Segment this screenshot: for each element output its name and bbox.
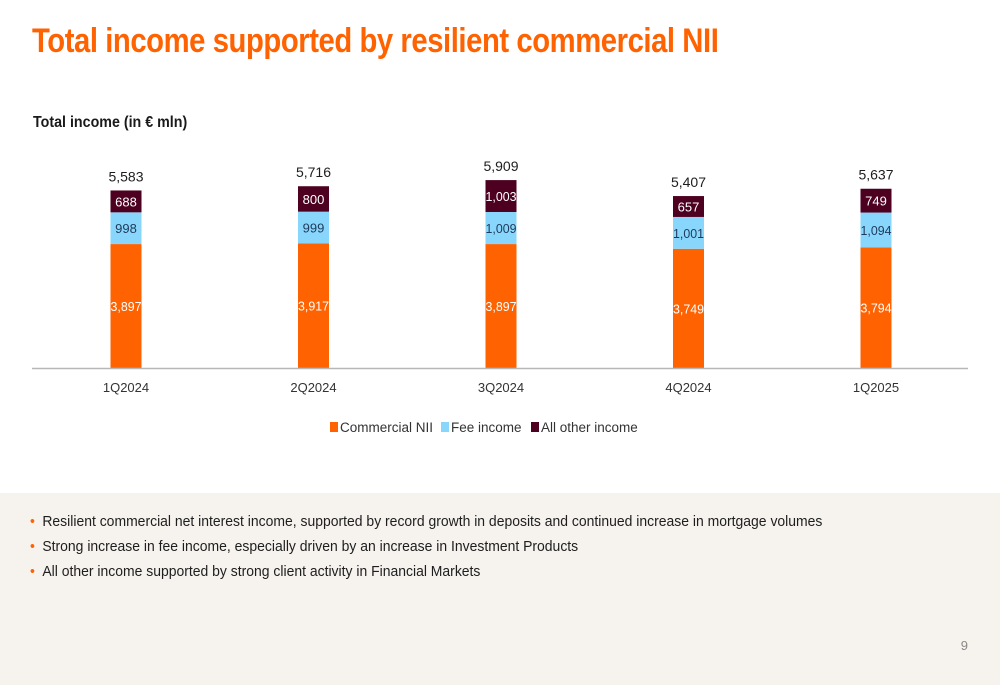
x-tick-label: 3Q2024 (478, 380, 524, 395)
data-label: 3,749 (673, 301, 704, 316)
data-label: 3,917 (298, 299, 329, 314)
data-label: 1,009 (486, 221, 517, 236)
x-tick-label: 1Q2025 (853, 380, 899, 395)
data-label: 1,094 (861, 223, 892, 238)
page-number: 9 (960, 638, 968, 653)
bullet-item: • Strong increase in fee income, especial… (30, 538, 822, 555)
total-label: 5,716 (296, 164, 331, 180)
bar-segment-all-other-income (485, 180, 517, 212)
bar-segment-fee-income (673, 216, 704, 249)
bullet-text: Resilient commercial net interest income… (42, 513, 823, 530)
bullet-text: Strong increase in fee income, especiall… (42, 538, 579, 555)
bullet-icon: • (30, 513, 35, 530)
data-label: 1,003 (486, 189, 517, 204)
bar-segment-commercial-nii (673, 248, 704, 368)
bar-segment-commercial-nii (298, 243, 329, 368)
total-label: 5,407 (671, 174, 706, 190)
bullet-item: • Resilient commercial net interest incom… (30, 513, 822, 530)
legend-swatch (531, 422, 539, 432)
data-label: 1,001 (673, 226, 704, 241)
data-label: 998 (115, 221, 137, 236)
bar-segment-all-other-income (673, 196, 704, 217)
legend-swatch (441, 422, 449, 432)
data-label: 749 (865, 194, 887, 209)
page-title: Total income supported by resilient comm… (32, 22, 719, 60)
total-label: 5,583 (108, 168, 143, 184)
bar-segment-fee-income (860, 212, 892, 248)
data-label: 3,897 (111, 299, 142, 314)
bullet-icon: • (30, 563, 35, 580)
data-label: 688 (115, 194, 137, 209)
x-tick-label: 4Q2024 (665, 380, 711, 395)
total-label: 5,637 (858, 167, 893, 183)
bar-segment-all-other-income (110, 190, 142, 213)
bar-segment-fee-income (298, 211, 329, 244)
bullet-list: • Resilient commercial net interest incom… (30, 513, 882, 588)
bar-segment-all-other-income (860, 188, 892, 213)
bullet-text: All other income supported by strong cli… (42, 563, 481, 580)
legend-label: Fee income (451, 420, 522, 435)
x-tick-label: 2Q2024 (290, 380, 336, 395)
legend-swatch (330, 422, 338, 432)
data-label: 999 (303, 221, 325, 236)
bar-segment-commercial-nii (485, 244, 517, 368)
legend-label: All other income (541, 420, 638, 435)
bar-segment-commercial-nii (860, 247, 892, 368)
data-label: 3,794 (861, 301, 892, 316)
stacked-bar-chart: 3,897 998 688 5,583 1Q2024 3,917 999 800 5,716 2Q… (32, 158, 968, 435)
legend-label: Commercial NII (340, 420, 433, 435)
x-tick-label: 1Q2024 (103, 380, 149, 395)
chart-title: Total income (in € mln) (33, 114, 188, 131)
bullet-item: • All other income supported by strong cl… (30, 563, 822, 580)
total-label: 5,909 (483, 158, 518, 174)
bar-segment-all-other-income (298, 186, 329, 212)
bar-segment-commercial-nii (110, 244, 142, 368)
bar-segment-fee-income (485, 211, 517, 245)
data-label: 3,897 (486, 299, 517, 314)
data-label: 800 (303, 192, 325, 207)
notes-panel: • Resilient commercial net interest incom… (0, 493, 1000, 685)
bar-segment-fee-income (110, 212, 142, 245)
bullet-icon: • (30, 538, 35, 555)
data-label: 657 (678, 200, 700, 215)
